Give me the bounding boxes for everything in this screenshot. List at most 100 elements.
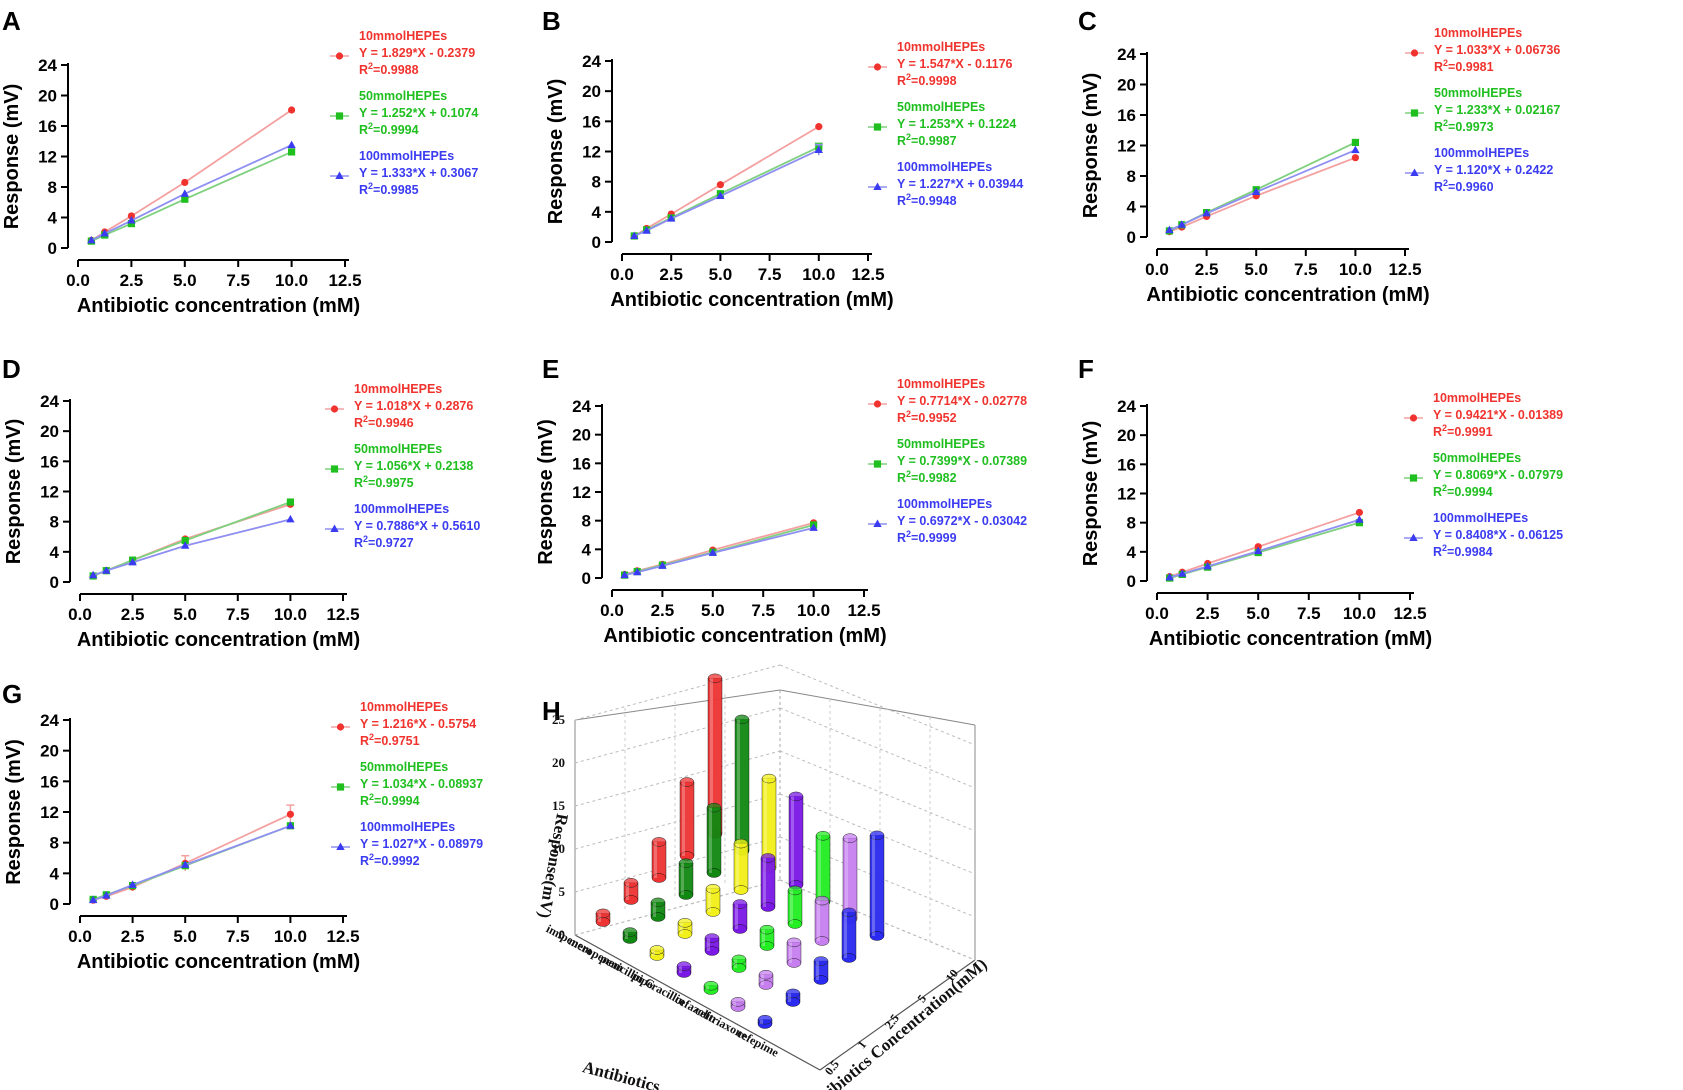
legend-name: 50mmolHEPEs [1434, 86, 1522, 100]
r2-superscript: 2 [363, 534, 368, 544]
bar-base [841, 953, 857, 963]
legend-equation: Y = 0.7886*X + 0.5610 [354, 519, 480, 533]
r2-value: =0.9984 [1447, 545, 1493, 559]
x-tick-label: 2.5 [651, 601, 675, 620]
r2-superscript: 2 [906, 529, 911, 539]
data-point [630, 231, 639, 239]
panel-c: C 0 4 8 12 16 20 24 0.0 2.5 5.0 7.5 10.0 12.5 Antibiot… [1078, 6, 1560, 306]
y-tick-label: 24 [40, 711, 59, 730]
y-tick-label: 8 [48, 178, 57, 197]
bar-imipenem-1 [623, 878, 639, 905]
legend-name: 50mmolHEPEs [359, 89, 447, 103]
y-tick-label: 16 [572, 454, 591, 473]
bar-highlight [791, 796, 794, 885]
bar-imipenem-0.5 [595, 908, 611, 927]
r2-superscript: 2 [369, 852, 374, 862]
bar-meropenem-10 [734, 714, 750, 856]
series-line [1169, 149, 1356, 231]
bar-meropenem-2.5 [678, 858, 694, 900]
r2-label: R [1434, 180, 1443, 194]
bar-base [651, 873, 667, 883]
y-tick-label: 0 [582, 569, 591, 588]
bar-highlight [679, 966, 682, 973]
y-tick-label: 24 [1117, 45, 1136, 64]
bar-top [731, 954, 747, 965]
x-axis-label: Antibiotic concentration (mM) [1146, 284, 1429, 306]
panel-a: A 0 4 8 12 16 20 24 0.0 2.5 5.0 7.5 10.0 12.5 Antibiot… [1, 6, 478, 317]
bar-highlight [734, 959, 737, 968]
bar-top [813, 956, 829, 966]
bar-base [706, 868, 722, 878]
series-line [1169, 156, 1356, 233]
bar-top [761, 773, 777, 784]
y-tick-label: 12 [572, 483, 591, 502]
bar-highlight [708, 888, 711, 912]
x-tick-label: 10.0 [275, 271, 308, 290]
legend-name: 50mmolHEPEs [360, 760, 448, 774]
legend-name: 100mmolHEPEs [1434, 146, 1529, 160]
x-tick-label: 7.5 [758, 265, 782, 284]
bar-cefazolin-0.5 [703, 980, 719, 995]
r2-superscript: 2 [906, 132, 911, 142]
legend-equation: Y = 1.547*X - 0.1176 [897, 57, 1013, 71]
data-point [102, 566, 111, 574]
x-tick-label: 12.5 [326, 927, 359, 946]
data-point [815, 123, 823, 131]
r2-value: =0.9991 [1447, 425, 1493, 439]
y-tick-label: 4 [50, 543, 60, 562]
panel-letter: G [2, 679, 22, 709]
bar-highlight [681, 863, 684, 895]
data-point [667, 214, 676, 222]
x-axis-label: Antibiotic concentration (mM) [77, 629, 360, 651]
data-point [809, 523, 818, 531]
data-point [286, 810, 294, 818]
y-tick-label: 0 [592, 233, 601, 252]
y-tick-label: 12 [1117, 137, 1136, 156]
series-50mmolHEPEs [1165, 138, 1359, 235]
legend-marker [330, 405, 339, 413]
x-tick-label: 0.0 [68, 927, 92, 946]
legend-equation: Y = 1.227*X + 0.03944 [897, 177, 1023, 191]
x-tick-label: 7.5 [226, 927, 250, 946]
bar-base [650, 912, 666, 922]
legend-name: 100mmolHEPEs [897, 497, 992, 511]
bar-top [785, 988, 801, 999]
panel-letter: D [2, 354, 21, 384]
z-gridline [574, 793, 781, 850]
legend-name: 100mmolHEPEs [1433, 511, 1528, 525]
bar-top [815, 831, 831, 841]
bar-piperacillin-1 [704, 933, 720, 956]
r2-value: =0.9975 [368, 476, 414, 490]
legend-marker [335, 52, 344, 60]
legend-equation: Y = 0.9421*X - 0.01389 [1433, 408, 1563, 422]
bar-ceftriaxone-2.5 [786, 937, 802, 968]
legend-marker [336, 842, 345, 850]
series-line [1169, 518, 1360, 579]
r2-label: R [1433, 485, 1442, 499]
legend-marker [335, 171, 344, 179]
x-tick-label: 10.0 [1339, 260, 1372, 279]
bar-top [758, 969, 774, 980]
bar-top [651, 837, 667, 847]
bar-penicillin-G-0.5 [649, 945, 665, 961]
legend-marker [873, 123, 882, 131]
legend-name: 50mmolHEPEs [1433, 451, 1521, 465]
r2-label: R [359, 123, 368, 137]
y-tick-label: 12 [582, 143, 601, 162]
data-point [1178, 569, 1187, 577]
y-tick-label: 20 [1117, 76, 1136, 95]
x-tick-label: 5.0 [173, 605, 197, 624]
bar-highlight [736, 843, 739, 890]
y-axis-label: Response (mV) [1, 84, 23, 230]
data-point [1351, 145, 1360, 154]
bar-base [786, 958, 802, 968]
legend-marker [873, 460, 882, 468]
y-tick-label: 12 [38, 148, 57, 167]
legend-r2: R2=0.9984 [1433, 543, 1493, 559]
x-tick-label: 5.0 [709, 265, 733, 284]
